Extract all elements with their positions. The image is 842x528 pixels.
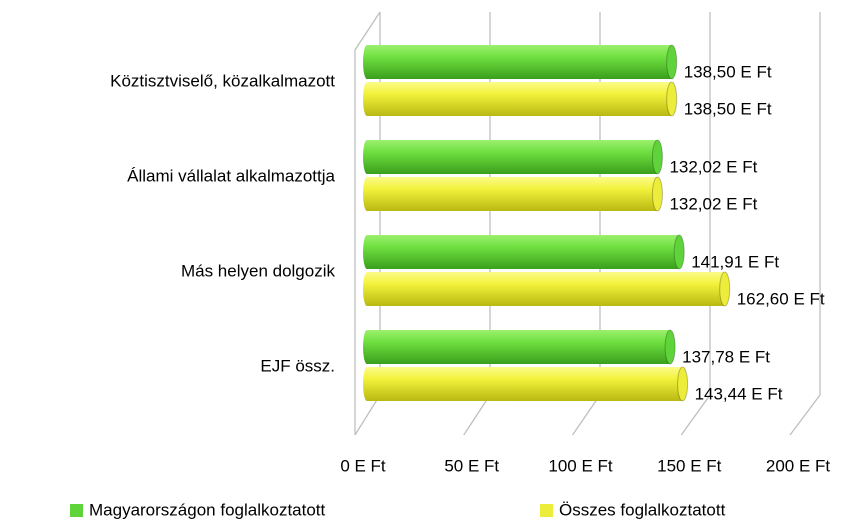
legend-label: Összes foglalkoztatott — [559, 500, 726, 519]
bar-cap — [651, 139, 663, 175]
value-label: 132,02 E Ft — [669, 157, 757, 176]
bar — [367, 45, 672, 79]
bar-cap — [664, 329, 676, 365]
bar-cap — [651, 176, 663, 212]
legend-label: Magyarországon foglalkoztatott — [89, 500, 326, 519]
x-tick-label: 100 E Ft — [548, 456, 613, 475]
grid-line — [789, 12, 821, 436]
bar-cap — [666, 44, 678, 80]
category-label: EJF össz. — [260, 356, 335, 375]
bar-cap — [673, 234, 685, 270]
bar — [367, 272, 725, 306]
side-wall — [354, 11, 381, 435]
x-tick-label: 50 E Ft — [444, 456, 499, 475]
bar-cap — [666, 81, 678, 117]
x-tick-label: 0 E Ft — [340, 456, 386, 475]
category-label: Állami vállalat alkalmazottja — [127, 166, 335, 185]
value-label: 138,50 E Ft — [684, 62, 772, 81]
bar — [367, 140, 658, 174]
legend-swatch — [70, 504, 83, 517]
value-label: 138,50 E Ft — [684, 99, 772, 118]
bar — [367, 367, 683, 401]
legend-swatch — [540, 504, 553, 517]
bar-cap — [677, 366, 689, 402]
x-tick-label: 200 E Ft — [766, 456, 831, 475]
bar — [367, 82, 672, 116]
category-label: Más helyen dolgozik — [181, 261, 336, 280]
x-tick-label: 150 E Ft — [657, 456, 722, 475]
value-label: 141,91 E Ft — [691, 252, 779, 271]
bar-cap — [719, 271, 731, 307]
grid-line — [680, 12, 711, 436]
category-label: Köztisztviselő, közalkalmazott — [110, 71, 335, 90]
bar — [367, 330, 671, 364]
value-label: 137,78 E Ft — [682, 347, 770, 366]
bar — [367, 235, 680, 269]
value-label: 143,44 E Ft — [695, 384, 783, 403]
bar — [367, 177, 658, 211]
value-label: 132,02 E Ft — [669, 194, 757, 213]
value-label: 162,60 E Ft — [737, 289, 825, 308]
